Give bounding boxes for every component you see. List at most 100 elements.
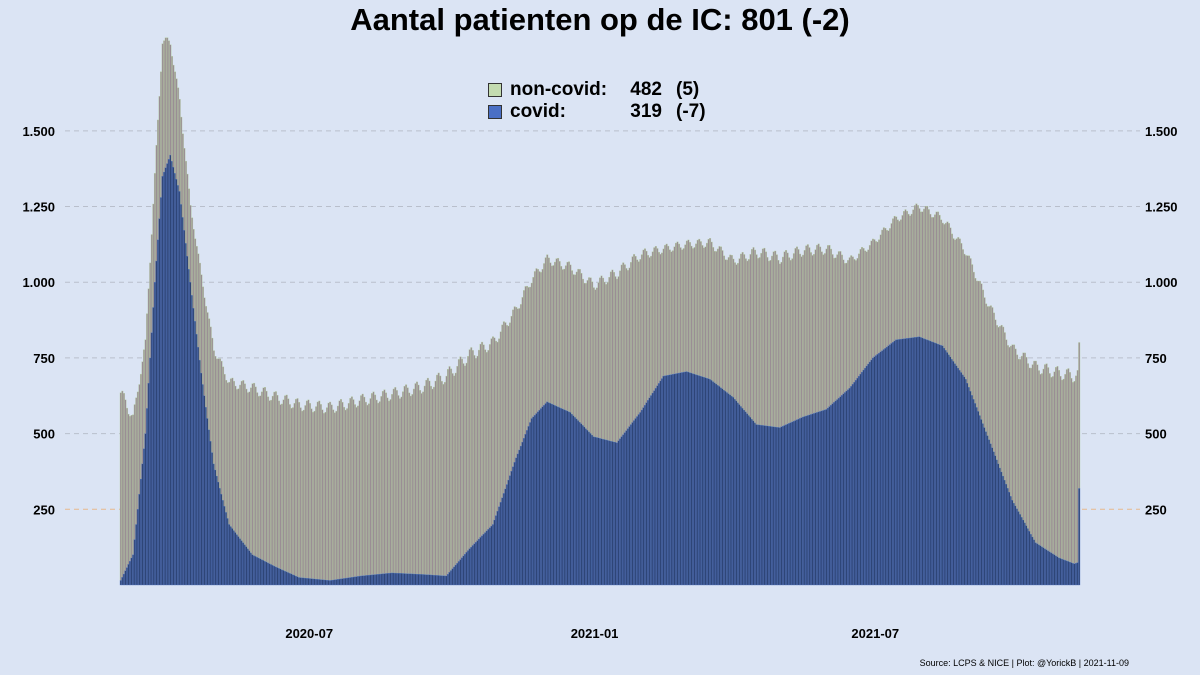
bar-covid: [468, 548, 471, 586]
bar-covid: [744, 411, 747, 586]
bar-covid: [174, 173, 177, 586]
bar-covid: [212, 463, 215, 586]
bar-covid: [966, 382, 969, 586]
bar-covid: [1027, 528, 1029, 586]
bar-covid: [575, 418, 578, 586]
bars: [119, 37, 1081, 586]
bar-noncovid: [205, 306, 208, 408]
bar-noncovid: [617, 276, 620, 441]
bar-noncovid: [512, 309, 515, 467]
bar-covid: [951, 358, 954, 586]
bar-noncovid: [831, 254, 834, 404]
bar-noncovid: [847, 260, 850, 390]
bar-covid: [175, 179, 178, 586]
bar-covid: [988, 439, 991, 586]
bar-noncovid: [532, 277, 535, 417]
bar-covid: [737, 402, 739, 586]
bar-covid: [716, 384, 719, 586]
bar-covid: [836, 399, 839, 586]
bar-covid: [285, 571, 288, 586]
bar-noncovid: [386, 397, 389, 574]
bar-noncovid: [706, 242, 708, 379]
bar-covid: [155, 260, 158, 586]
bar-covid: [870, 359, 873, 586]
bar-noncovid: [966, 255, 969, 384]
bar-noncovid: [1022, 352, 1025, 521]
bar-noncovid: [371, 393, 373, 576]
bar-noncovid: [626, 270, 629, 429]
bar-noncovid: [172, 64, 175, 168]
bar-noncovid: [395, 390, 398, 574]
bar-covid: [882, 349, 885, 586]
bar-noncovid: [822, 254, 825, 411]
bar-noncovid: [398, 398, 401, 574]
bar-covid: [256, 556, 259, 586]
bar-noncovid: [836, 254, 839, 400]
bar-covid: [974, 403, 977, 586]
bar-noncovid: [785, 250, 788, 425]
bar-covid: [436, 575, 439, 586]
bar-covid: [597, 437, 600, 586]
bar-noncovid: [552, 265, 555, 405]
bar-noncovid: [453, 375, 456, 568]
bar-covid: [775, 426, 778, 586]
bar-noncovid: [505, 325, 508, 485]
bar-covid: [797, 418, 800, 586]
bar-covid: [1019, 514, 1022, 586]
bar-covid: [944, 350, 947, 586]
bar-covid: [188, 269, 190, 586]
bar-covid: [751, 418, 753, 586]
bar-covid: [560, 408, 563, 586]
x-tick-2021-07: 2021-07: [851, 626, 899, 641]
bar-noncovid: [633, 254, 636, 421]
bar-noncovid: [1073, 381, 1076, 564]
bar-covid: [620, 436, 623, 586]
bar-noncovid: [861, 247, 864, 373]
bar-noncovid: [606, 282, 609, 441]
bar-noncovid: [215, 358, 218, 477]
bar-covid: [461, 557, 463, 586]
bar-covid: [1045, 549, 1048, 586]
bar-covid: [220, 493, 223, 586]
bar-covid: [789, 422, 792, 586]
bar-covid: [999, 467, 1002, 586]
bar-noncovid: [557, 257, 560, 407]
bar-covid: [741, 408, 744, 586]
bar-covid: [771, 426, 774, 586]
bar-noncovid: [830, 248, 833, 406]
bar-covid: [594, 436, 597, 586]
bar-noncovid: [780, 261, 783, 428]
bar-noncovid: [540, 272, 543, 409]
bar-noncovid: [312, 411, 315, 579]
bar-noncovid: [749, 254, 752, 418]
bar-noncovid: [854, 260, 857, 381]
bar-noncovid: [332, 409, 335, 581]
bar-covid: [1008, 491, 1011, 586]
bar-covid: [471, 545, 474, 586]
bar-noncovid: [229, 378, 232, 527]
bar-noncovid: [442, 384, 445, 576]
bar-covid: [150, 332, 153, 586]
bar-noncovid: [496, 341, 499, 512]
bar-noncovid: [639, 259, 642, 413]
bar-noncovid: [588, 277, 591, 432]
bar-noncovid: [904, 209, 907, 339]
bar-covid: [800, 417, 803, 586]
bar-covid: [177, 185, 180, 586]
bar-noncovid: [654, 246, 657, 389]
bar-covid: [541, 406, 544, 586]
bar-noncovid: [989, 305, 992, 444]
bar-noncovid: [119, 392, 122, 581]
bar-covid: [1011, 500, 1014, 586]
bar-noncovid: [202, 286, 204, 385]
bar-noncovid: [440, 381, 443, 576]
bar-noncovid: [811, 255, 814, 415]
bar-noncovid: [661, 252, 663, 379]
bar-noncovid: [986, 306, 989, 436]
bar-noncovid: [820, 251, 823, 412]
bar-noncovid: [126, 407, 128, 568]
bar-noncovid: [1037, 370, 1040, 545]
bar-covid: [991, 447, 994, 586]
bar-noncovid: [454, 372, 457, 566]
bar-noncovid: [335, 410, 338, 580]
